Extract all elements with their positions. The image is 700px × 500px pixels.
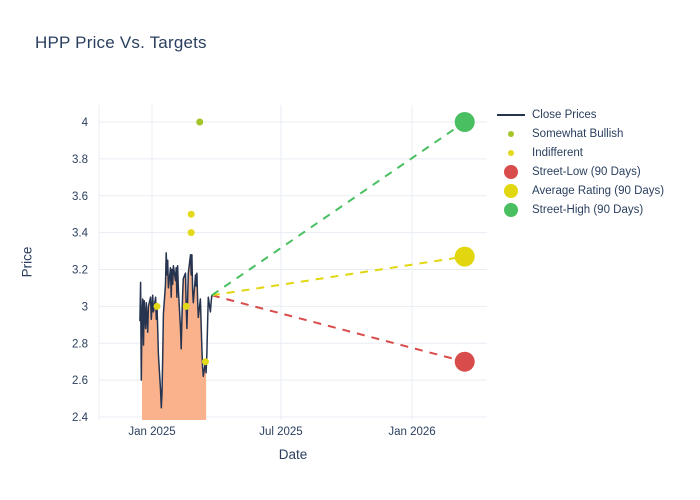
street-high-legend-marker-icon bbox=[494, 202, 528, 217]
indifferent-marker[interactable] bbox=[187, 210, 195, 218]
legend-label: Close Prices bbox=[532, 108, 597, 121]
y-axis-title: Price bbox=[19, 246, 35, 278]
street-low-target-marker[interactable] bbox=[454, 351, 475, 372]
street-low-swatch bbox=[504, 164, 518, 179]
legend-label: Indifferent bbox=[532, 146, 583, 159]
street-high-swatch bbox=[504, 202, 518, 217]
x-axis-title: Date bbox=[278, 447, 308, 462]
y-tick-label: 3.4 bbox=[72, 228, 89, 240]
close-legend-marker-icon bbox=[494, 113, 528, 116]
somewhat-bullish-swatch bbox=[508, 130, 514, 137]
y-tick-label: 3 bbox=[82, 301, 88, 313]
x-tick-label: Jan 2026 bbox=[388, 426, 435, 438]
street-low-legend-marker-icon bbox=[494, 164, 528, 179]
street-low-projection-line[interactable] bbox=[211, 294, 465, 363]
legend-item-street-high[interactable]: Street-High (90 Days) bbox=[494, 200, 664, 219]
y-tick-label: 3.8 bbox=[72, 154, 88, 166]
street-high-target-marker[interactable] bbox=[454, 112, 475, 132]
y-tick-label: 4 bbox=[82, 117, 89, 129]
indifferent-legend-marker-icon bbox=[494, 149, 528, 156]
chart-title: HPP Price Vs. Targets bbox=[35, 33, 207, 52]
legend-item-somewhat-bullish[interactable]: Somewhat Bullish bbox=[494, 124, 664, 143]
somewhat-bullish-marker[interactable] bbox=[196, 118, 204, 126]
y-tick-label: 3.2 bbox=[72, 265, 88, 277]
y-tick-label: 2.8 bbox=[72, 338, 88, 350]
indifferent-marker[interactable] bbox=[187, 229, 195, 237]
average-rating-target-marker[interactable] bbox=[454, 246, 475, 267]
legend-label: Average Rating (90 Days) bbox=[532, 184, 665, 197]
legend-label: Street-Low (90 Days) bbox=[532, 165, 641, 178]
close-price-area bbox=[142, 252, 207, 420]
indifferent-marker[interactable] bbox=[182, 302, 190, 310]
somewhat-bullish-legend-marker-icon bbox=[494, 130, 528, 137]
legend-item-indifferent[interactable]: Indifferent bbox=[494, 143, 664, 162]
close-price-line[interactable] bbox=[139, 252, 213, 409]
y-tick-label: 2.4 bbox=[72, 412, 89, 424]
street-high-projection-line[interactable] bbox=[211, 121, 466, 297]
legend-item-average-rating[interactable]: Average Rating (90 Days) bbox=[494, 181, 664, 200]
x-tick-label: Jul 2025 bbox=[259, 426, 302, 438]
indifferent-marker[interactable] bbox=[153, 302, 161, 310]
y-tick-label: 3.6 bbox=[72, 191, 88, 203]
legend: Close Prices Somewhat Bullish Indifferent S… bbox=[494, 105, 664, 219]
average-rating-swatch bbox=[504, 183, 518, 198]
legend-label: Street-High (90 Days) bbox=[532, 203, 644, 216]
legend-item-close[interactable]: Close Prices bbox=[494, 105, 664, 124]
average-rating-projection-line[interactable] bbox=[211, 255, 465, 297]
y-tick-label: 2.6 bbox=[72, 375, 88, 387]
indifferent-marker[interactable] bbox=[201, 358, 209, 366]
legend-label: Somewhat Bullish bbox=[532, 127, 624, 140]
average-rating-legend-marker-icon bbox=[494, 183, 528, 198]
x-tick-label: Jan 2025 bbox=[128, 426, 175, 438]
indifferent-swatch bbox=[508, 149, 514, 156]
close-swatch bbox=[497, 113, 525, 116]
legend-item-street-low[interactable]: Street-Low (90 Days) bbox=[494, 162, 664, 181]
